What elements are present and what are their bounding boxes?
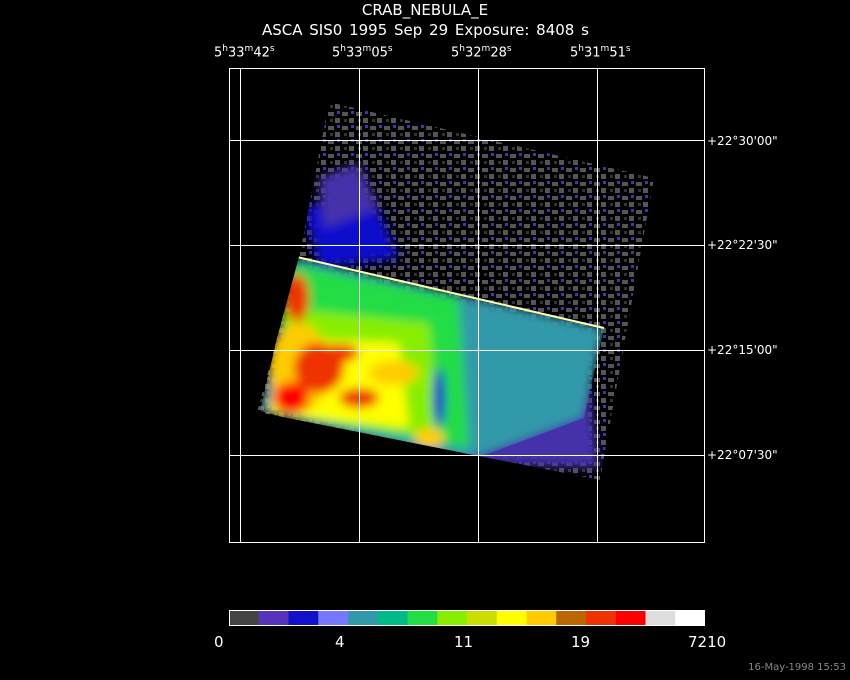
colorbar-cell	[377, 610, 408, 626]
colorbar-cell	[229, 610, 260, 626]
colorbar-cell	[675, 610, 705, 626]
colorbar-label-11: 11	[454, 633, 474, 651]
ra-label-1: 5h33m42s	[214, 44, 275, 61]
colorbar-label-0: 0	[214, 633, 224, 651]
color-scale-bar	[229, 610, 705, 626]
image-subtitle: ASCA SIS0 1995 Sep 29 Exposure: 8408 s	[262, 21, 589, 39]
xray-image-plot	[229, 68, 705, 543]
ra-label-4: 5h31m51s	[570, 44, 631, 61]
detector-image	[257, 102, 654, 480]
dec-label-3: +22°15'00"	[707, 343, 778, 357]
colorbar-cell	[348, 610, 379, 626]
ra-label-2: 5h33m05s	[332, 44, 393, 61]
colorbar-cell	[258, 610, 289, 626]
dec-label-1: +22°30'00"	[707, 134, 778, 148]
colorbar-cell	[407, 610, 438, 626]
colorbar-cell	[288, 610, 319, 626]
colorbar-cell	[496, 610, 527, 626]
colorbar-label-19: 19	[571, 633, 591, 651]
colorbar-cell	[586, 610, 617, 626]
colorbar-cell	[615, 610, 646, 626]
ra-label-3: 5h32m28s	[451, 44, 512, 61]
colorbar-cell	[526, 610, 557, 626]
colorbar-cell	[437, 610, 468, 626]
dec-label-2: +22°22'30"	[707, 238, 778, 252]
timestamp: 16-May-1998 15:53	[748, 662, 846, 673]
colorbar-cell	[556, 610, 587, 626]
colorbar-cell	[645, 610, 676, 626]
image-title: CRAB_NEBULA_E	[361, 1, 489, 19]
coordinate-grid	[229, 68, 705, 543]
colorbar-label-4: 4	[335, 633, 345, 651]
colorbar-label-max: 7210	[688, 633, 727, 651]
dec-label-4: +22°07'30"	[707, 448, 778, 462]
colorbar-cell	[318, 610, 349, 626]
colorbar-cell	[467, 610, 498, 626]
